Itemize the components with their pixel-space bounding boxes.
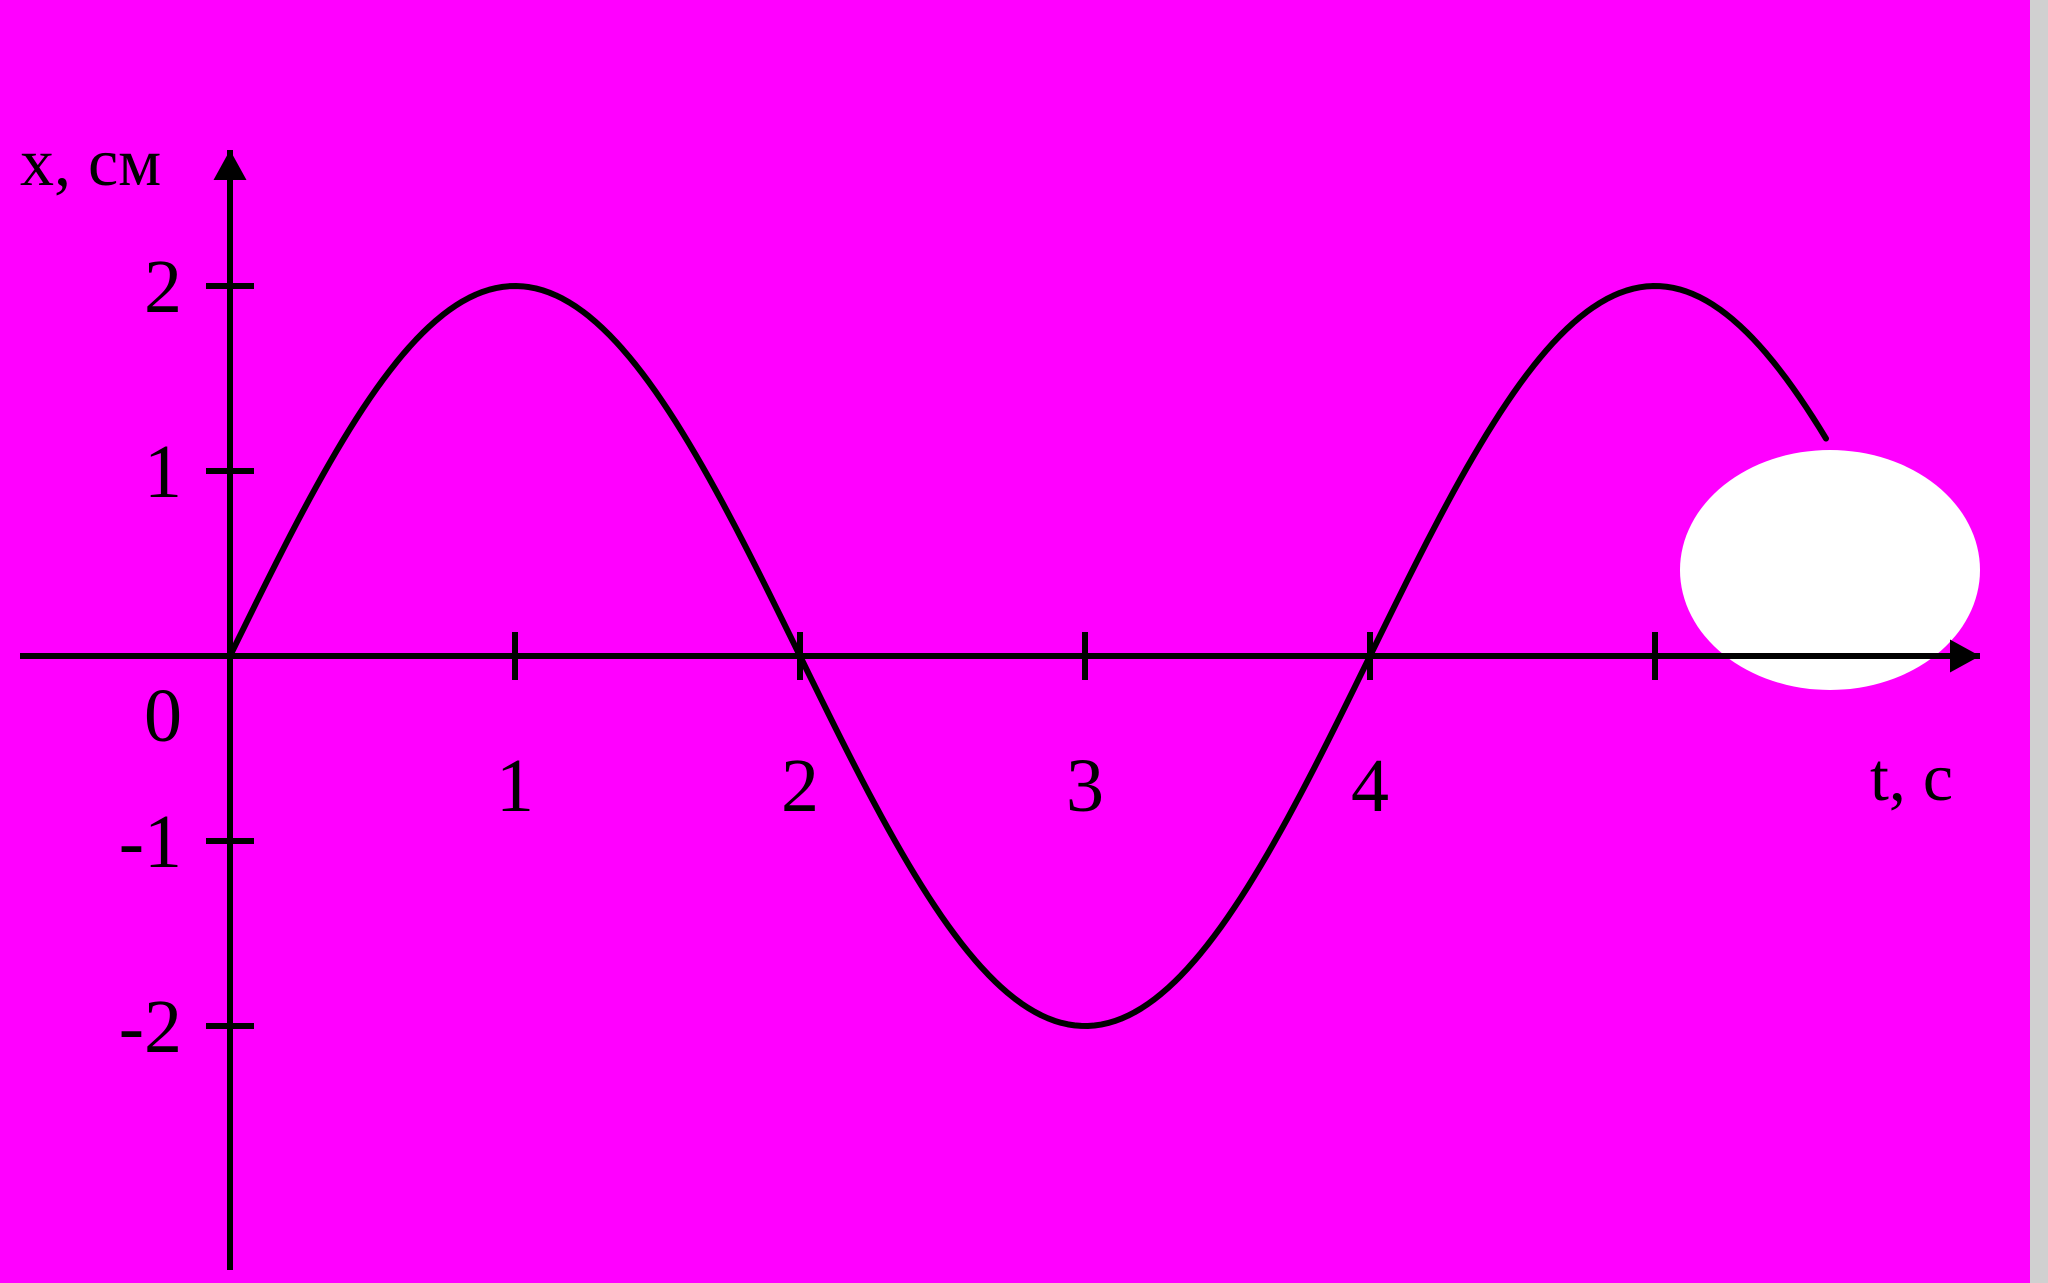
y-tick-label: 1 [144,430,182,514]
right-band [2030,0,2048,1283]
x-tick-label: 2 [781,744,819,828]
y-tick-label: -1 [119,800,182,884]
y-tick-label: -2 [119,985,182,1069]
y-tick-label: 2 [144,245,182,329]
chart-svg: 1 2 3 4 2 1 -1 -2 0 x, см t, c [0,0,2048,1283]
x-tick-label: 4 [1351,744,1389,828]
x-tick-label: 1 [496,744,534,828]
x-tick-label: 3 [1066,744,1104,828]
y-axis-label: x, см [20,124,161,200]
sine-chart: 1 2 3 4 2 1 -1 -2 0 x, см t, c [0,0,2048,1283]
x-axis-label: t, c [1870,739,1953,815]
origin-label: 0 [144,674,182,758]
